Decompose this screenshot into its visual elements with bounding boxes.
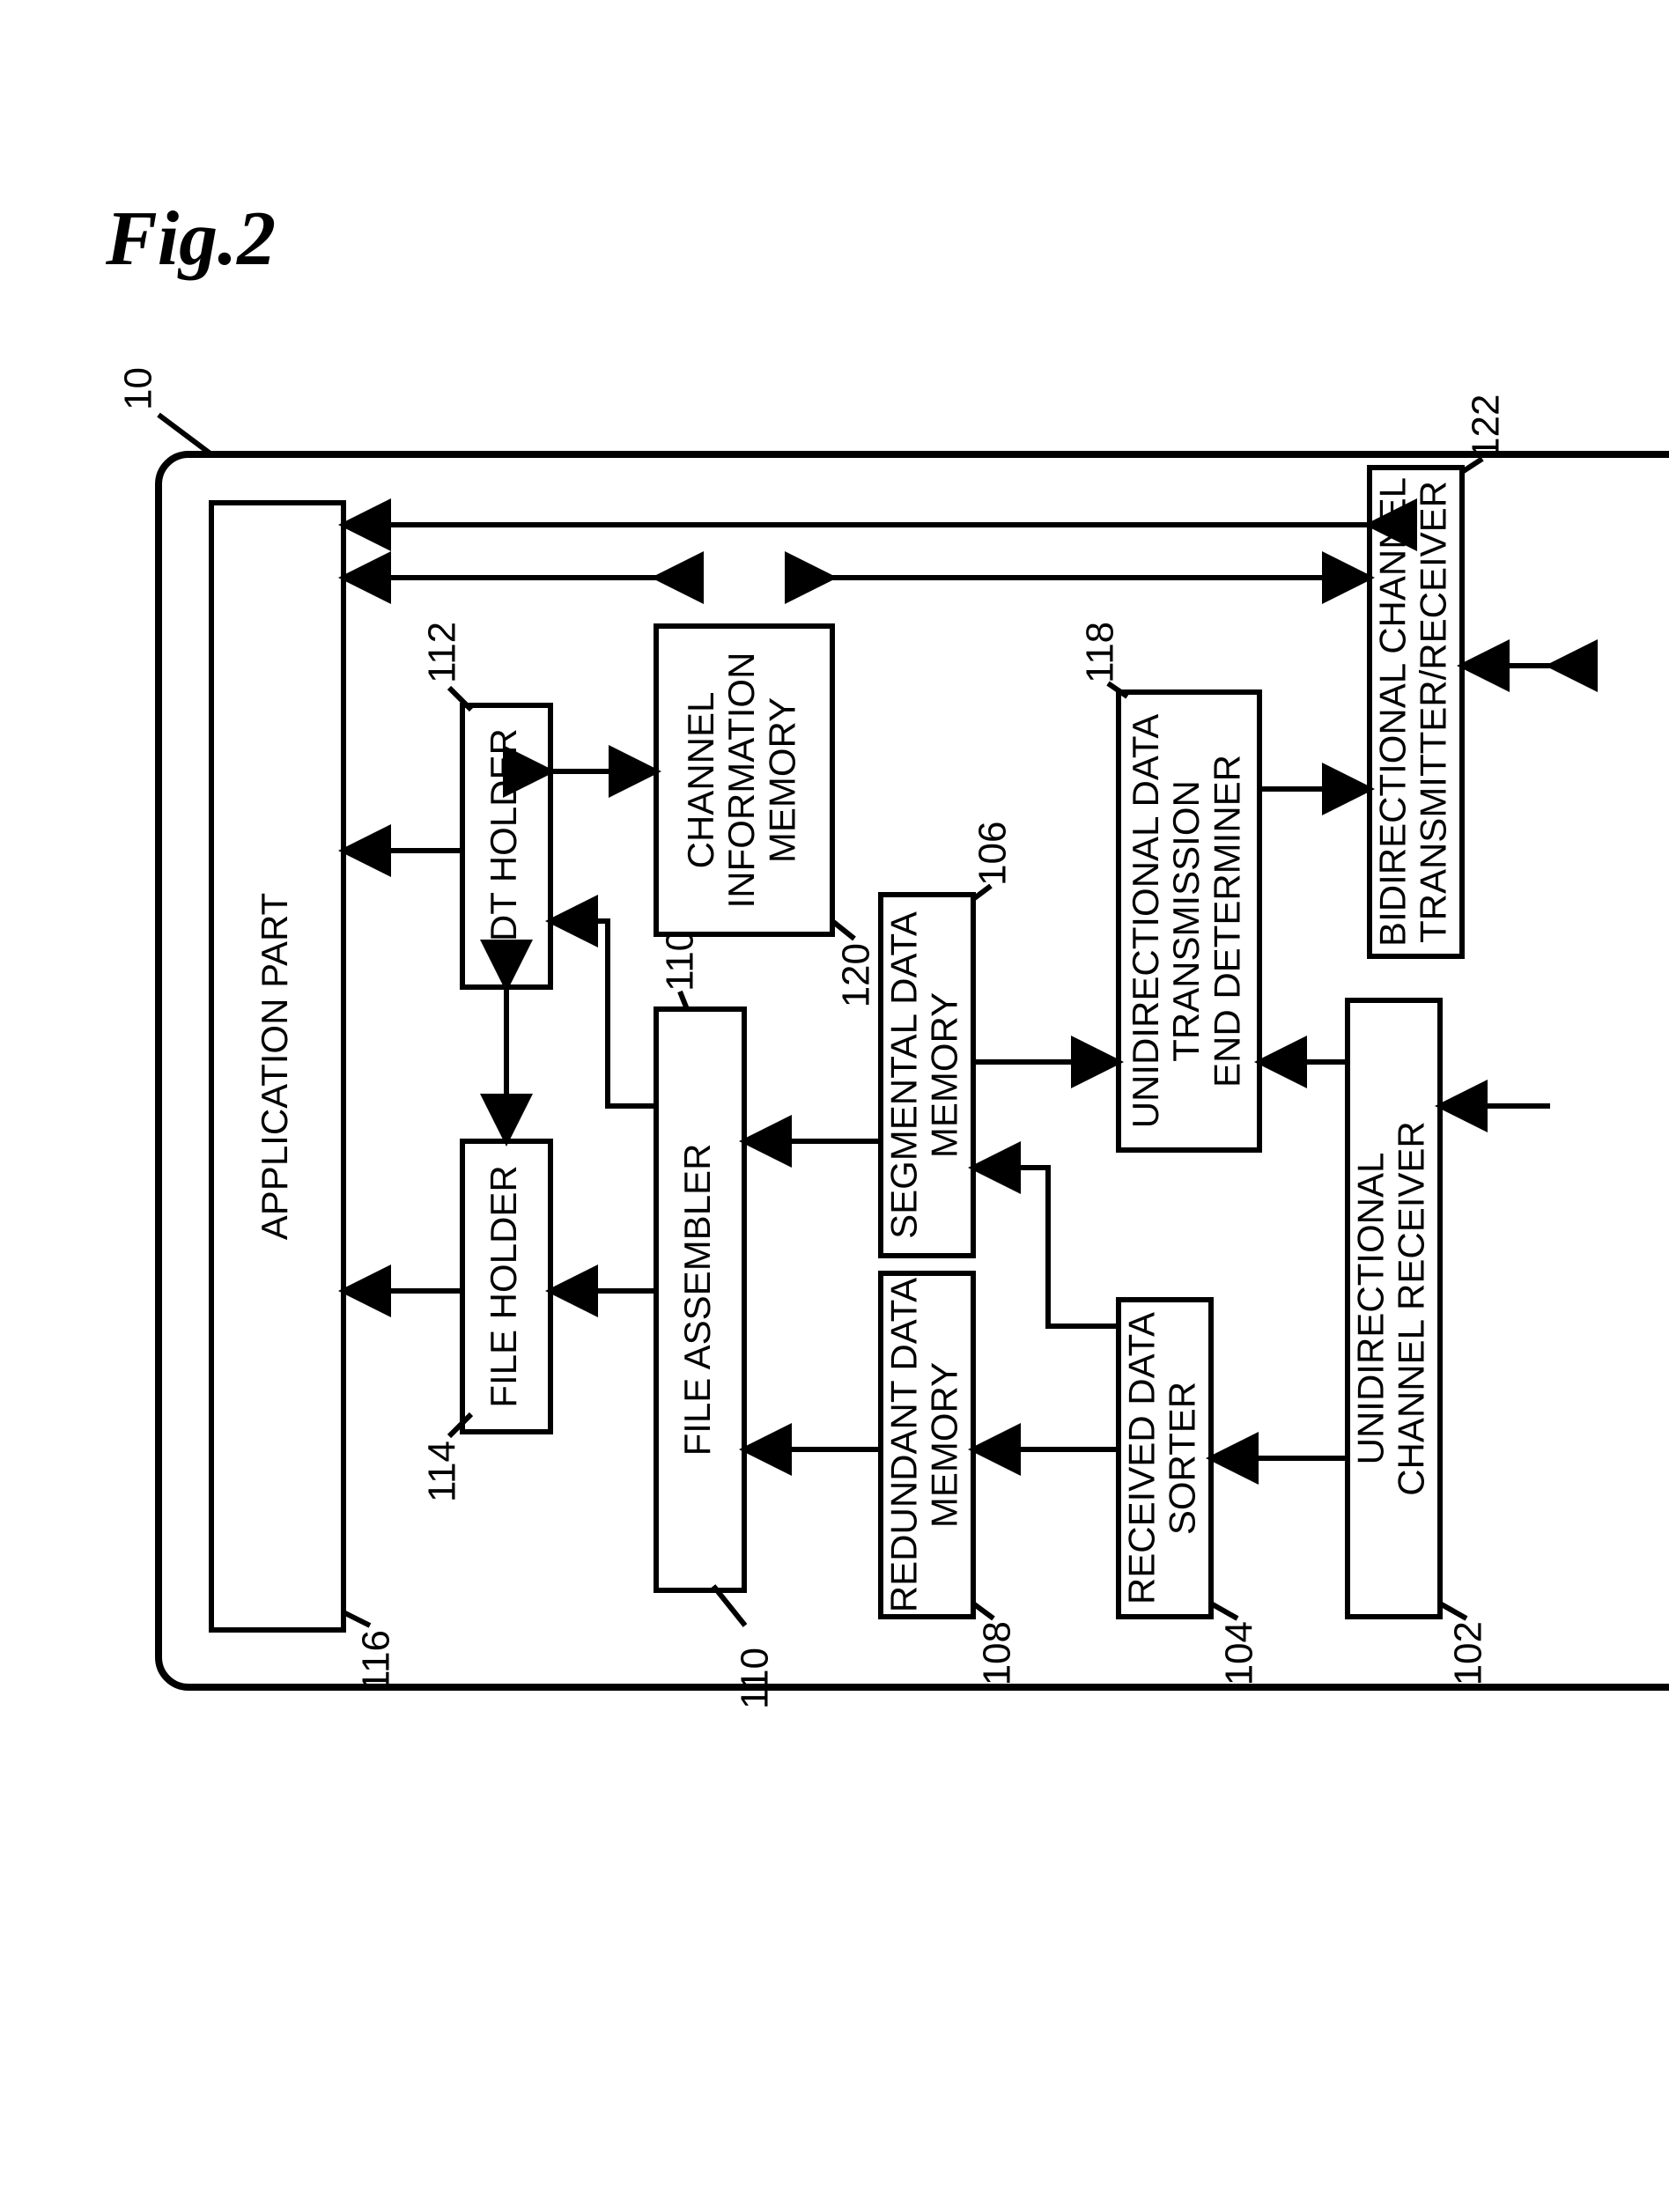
svg-text:RECEIVED DATA: RECEIVED DATA: [1120, 1312, 1162, 1604]
svg-text:SEGMENTAL DATA: SEGMENTAL DATA: [883, 911, 924, 1239]
svg-text:END DETERMINER: END DETERMINER: [1206, 755, 1247, 1088]
svg-text:REDUNDANT DATA: REDUNDANT DATA: [883, 1278, 924, 1612]
svg-text:SORTER: SORTER: [1162, 1382, 1203, 1535]
svg-text:BIDIRECTIONAL CHANNEL: BIDIRECTIONAL CHANNEL: [1371, 477, 1413, 947]
svg-text:TRANSMITTER/RECEIVER: TRANSMITTER/RECEIVER: [1413, 481, 1454, 943]
svg-text:FDT HOLDER: FDT HOLDER: [483, 728, 524, 964]
svg-text:MEMORY: MEMORY: [761, 697, 802, 863]
ref-num-110-left: 110: [734, 1648, 777, 1709]
edge-assembler-fdt: [550, 921, 656, 1106]
svg-text:INFORMATION: INFORMATION: [720, 653, 762, 909]
svg-text:APPLICATION PART: APPLICATION PART: [254, 893, 295, 1240]
svg-text:FILE ASSEMBLER: FILE ASSEMBLER: [676, 1144, 718, 1456]
svg-text:FILE HOLDER: FILE HOLDER: [483, 1165, 524, 1407]
svg-text:UNIDIRECTIONAL DATA: UNIDIRECTIONAL DATA: [1125, 714, 1166, 1129]
ref-num-112: 112: [421, 622, 464, 683]
ref-num-120: 120: [835, 943, 878, 1007]
svg-text:TRANSMISSION: TRANSMISSION: [1165, 780, 1207, 1062]
svg-text:MEMORY: MEMORY: [924, 992, 965, 1158]
ref-num-102: 102: [1447, 1621, 1490, 1685]
ref-num-108: 108: [976, 1621, 1019, 1685]
svg-text:CHANNEL: CHANNEL: [680, 692, 721, 869]
edge-sorter-segmem: [973, 1168, 1119, 1326]
ref-num-118: 118: [1079, 622, 1122, 683]
ref-num-110: 110: [659, 930, 702, 992]
svg-text:MEMORY: MEMORY: [924, 1362, 965, 1528]
ref-num-114: 114: [421, 1441, 464, 1502]
figure-title: Fig.2: [105, 196, 276, 282]
ref-num-104: 104: [1218, 1621, 1261, 1685]
ref-num-106: 106: [971, 822, 1015, 886]
ref-num-116: 116: [355, 1630, 398, 1692]
svg-text:CHANNEL RECEIVER: CHANNEL RECEIVER: [1391, 1121, 1432, 1496]
svg-text:UNIDIRECTIONAL: UNIDIRECTIONAL: [1349, 1153, 1391, 1465]
ref-num-10: 10: [117, 367, 160, 410]
ref-num-122: 122: [1465, 394, 1508, 459]
